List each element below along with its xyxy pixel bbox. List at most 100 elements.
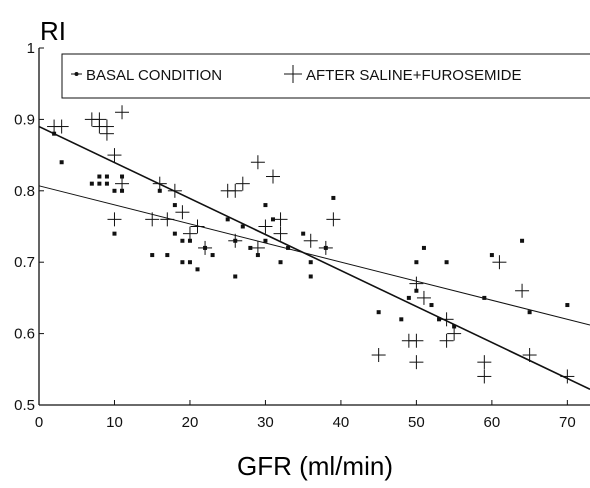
axes	[38, 47, 590, 406]
basal-point	[444, 260, 449, 265]
after-furosemide-point	[326, 212, 341, 227]
after-furosemide-point	[409, 276, 424, 291]
after-furosemide-point	[198, 240, 213, 255]
after-furosemide-point	[228, 183, 243, 198]
x-tick-label: 50	[408, 414, 425, 431]
basal-point	[233, 274, 238, 279]
y-tick-label: 0.5	[14, 397, 35, 414]
basal-point	[482, 295, 487, 300]
y-tick-label: 0.6	[14, 326, 35, 343]
after-furosemide-point	[492, 255, 507, 270]
after-furosemide-point	[175, 205, 190, 220]
basal-point	[399, 317, 404, 322]
after-furosemide-point	[145, 212, 160, 227]
after-furosemide-point	[99, 119, 114, 134]
basal-point	[331, 195, 336, 200]
legend-plus-marker	[284, 65, 302, 83]
after-furosemide-point	[439, 312, 454, 327]
after-furosemide-point	[439, 333, 454, 348]
basal-point	[414, 260, 419, 265]
after-furosemide-point	[258, 219, 273, 234]
basal-point	[263, 238, 268, 243]
y-tick-label: 0.8	[14, 183, 35, 200]
basal-point	[527, 310, 532, 315]
basal-point	[97, 174, 102, 179]
regression-line	[38, 125, 590, 391]
after-furosemide-point	[107, 148, 122, 163]
basal-point	[52, 131, 57, 136]
after-furosemide-point	[115, 176, 130, 191]
basal-point	[520, 238, 525, 243]
basal-point	[414, 288, 419, 293]
after-furosemide-point	[228, 233, 243, 248]
after-furosemide-point	[160, 212, 175, 227]
basal-point	[187, 238, 192, 243]
after-furosemide-point	[477, 369, 492, 384]
basal-point	[180, 238, 185, 243]
tick-labels: 0 10 20 30 40 50 60 70 0.5 0.6 0.7 0.8 0.9 1	[14, 40, 576, 431]
after-furosemide-point	[265, 169, 280, 184]
after-furosemide-point	[522, 348, 537, 363]
basal-point	[104, 181, 109, 186]
basal-point	[263, 203, 268, 208]
basal-point	[301, 231, 306, 236]
after-furosemide-point	[318, 240, 333, 255]
basal-point	[248, 245, 253, 250]
after-furosemide-point	[182, 226, 197, 241]
x-axis-title: GFR (ml/min)	[237, 451, 393, 481]
after-furosemide-point	[152, 176, 167, 191]
basal-point	[180, 260, 185, 265]
basal-point	[120, 174, 125, 179]
basal-point	[452, 324, 457, 329]
basal-point	[421, 245, 426, 250]
after-furosemide-point	[409, 333, 424, 348]
y-axis-title: RI	[40, 16, 66, 46]
regression-lines	[38, 125, 590, 391]
basal-point	[172, 203, 177, 208]
basal-point	[89, 181, 94, 186]
basal-point	[286, 245, 291, 250]
basal-point	[97, 181, 102, 186]
regression-line	[38, 185, 590, 326]
after-furosemide-point	[303, 233, 318, 248]
basal-point	[104, 174, 109, 179]
x-tick-label: 20	[182, 414, 199, 431]
basal-point	[150, 253, 155, 258]
basal-point	[429, 303, 434, 308]
basal-point	[112, 188, 117, 193]
y-tick-label: 0.7	[14, 254, 35, 271]
basal-point	[195, 267, 200, 272]
legend: BASAL CONDITION AFTER SALINE+FUROSEMIDE	[61, 53, 590, 99]
after-furosemide-point	[515, 283, 530, 298]
basal-point	[270, 217, 275, 222]
after-furosemide-point	[235, 176, 250, 191]
after-furosemide-point	[115, 105, 130, 120]
after-furosemide-point	[190, 219, 205, 234]
after-furosemide-point	[273, 212, 288, 227]
basal-point	[489, 253, 494, 258]
after-furosemide-point	[167, 183, 182, 198]
basal-point	[308, 274, 313, 279]
x-tick-label: 60	[484, 414, 501, 431]
after-furosemide-point	[54, 119, 69, 134]
legend-label-after-saline: AFTER SALINE+FUROSEMIDE	[306, 67, 521, 84]
basal-point	[240, 224, 245, 229]
basal-point	[120, 188, 125, 193]
after-furosemide-point	[107, 212, 122, 227]
basal-point	[308, 260, 313, 265]
after-furosemide-point	[560, 369, 575, 384]
basal-point	[278, 260, 283, 265]
data-points	[47, 105, 575, 384]
after-furosemide-point	[273, 226, 288, 241]
basal-point	[187, 260, 192, 265]
after-furosemide-point	[477, 355, 492, 370]
after-furosemide-point	[250, 240, 265, 255]
legend-dot-marker	[71, 72, 82, 76]
after-furosemide-point	[409, 355, 424, 370]
basal-point	[210, 253, 215, 258]
basal-point	[376, 310, 381, 315]
basal-point	[172, 231, 177, 236]
after-furosemide-point	[250, 155, 265, 170]
legend-label-basal: BASAL CONDITION	[86, 67, 222, 84]
